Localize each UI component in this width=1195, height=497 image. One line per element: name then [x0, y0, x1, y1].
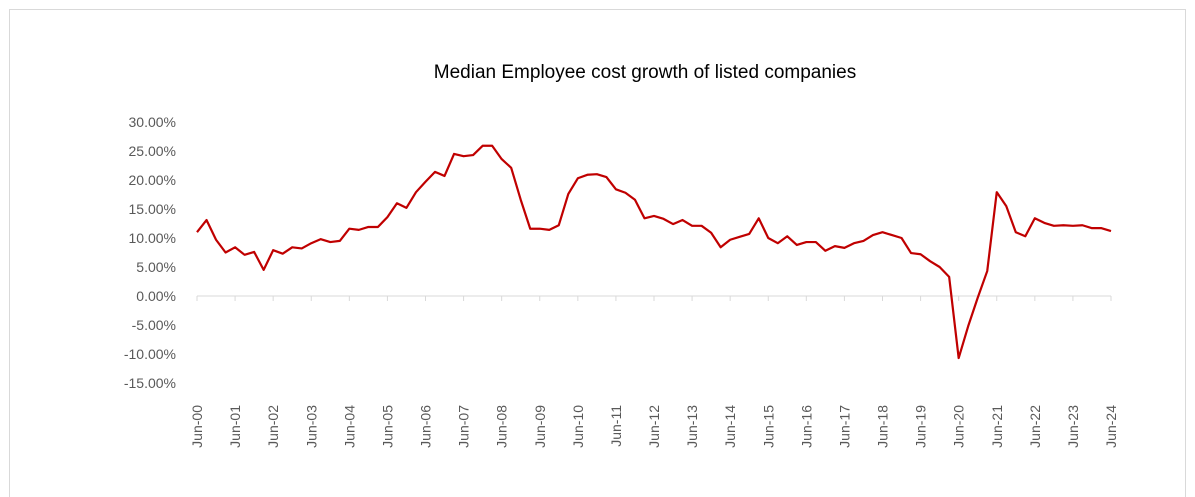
y-tick-label: -10.00%: [124, 346, 176, 362]
x-tick-label: Jun-03: [303, 405, 319, 448]
y-tick-label: 0.00%: [136, 288, 176, 304]
x-tick-label: Jun-06: [418, 405, 434, 448]
x-tick-label: Jun-18: [875, 405, 891, 448]
y-tick-label: 25.00%: [129, 143, 176, 159]
chart-title: Median Employee cost growth of listed co…: [434, 62, 856, 83]
x-tick-label: Jun-00: [189, 405, 205, 448]
x-tick-label: Jun-15: [760, 405, 776, 448]
y-tick-label: -5.00%: [132, 317, 176, 333]
x-tick-label: Jun-20: [951, 405, 967, 448]
y-tick-label: 20.00%: [129, 172, 176, 188]
x-tick-label: Jun-12: [646, 405, 662, 448]
x-tick-label: Jun-08: [494, 405, 510, 448]
x-tick-label: Jun-09: [532, 405, 548, 448]
x-tick-label: Jun-13: [684, 405, 700, 448]
x-tick-label: Jun-17: [836, 405, 852, 448]
x-tick-label: Jun-04: [341, 405, 357, 448]
chart-border: [9, 9, 1186, 497]
y-tick-label: 10.00%: [129, 230, 176, 246]
y-tick-label: 5.00%: [136, 259, 176, 275]
x-tick-label: Jun-07: [456, 405, 472, 448]
y-tick-label: 30.00%: [129, 114, 176, 130]
y-tick-label: -15.00%: [124, 375, 176, 391]
y-tick-label: 15.00%: [129, 201, 176, 217]
x-tick-label: Jun-24: [1103, 405, 1119, 448]
x-tick-label: Jun-01: [227, 405, 243, 448]
x-tick-label: Jun-11: [608, 405, 624, 447]
x-tick-label: Jun-21: [989, 405, 1005, 448]
x-tick-label: Jun-10: [570, 405, 586, 448]
x-tick-label: Jun-02: [265, 405, 281, 448]
x-tick-label: Jun-23: [1065, 405, 1081, 448]
x-tick-label: Jun-22: [1027, 405, 1043, 448]
x-tick-label: Jun-05: [379, 405, 395, 448]
x-tick-label: Jun-19: [913, 405, 929, 448]
x-tick-label: Jun-16: [798, 405, 814, 448]
x-tick-label: Jun-14: [722, 405, 738, 448]
line-series: [196, 144, 1112, 360]
